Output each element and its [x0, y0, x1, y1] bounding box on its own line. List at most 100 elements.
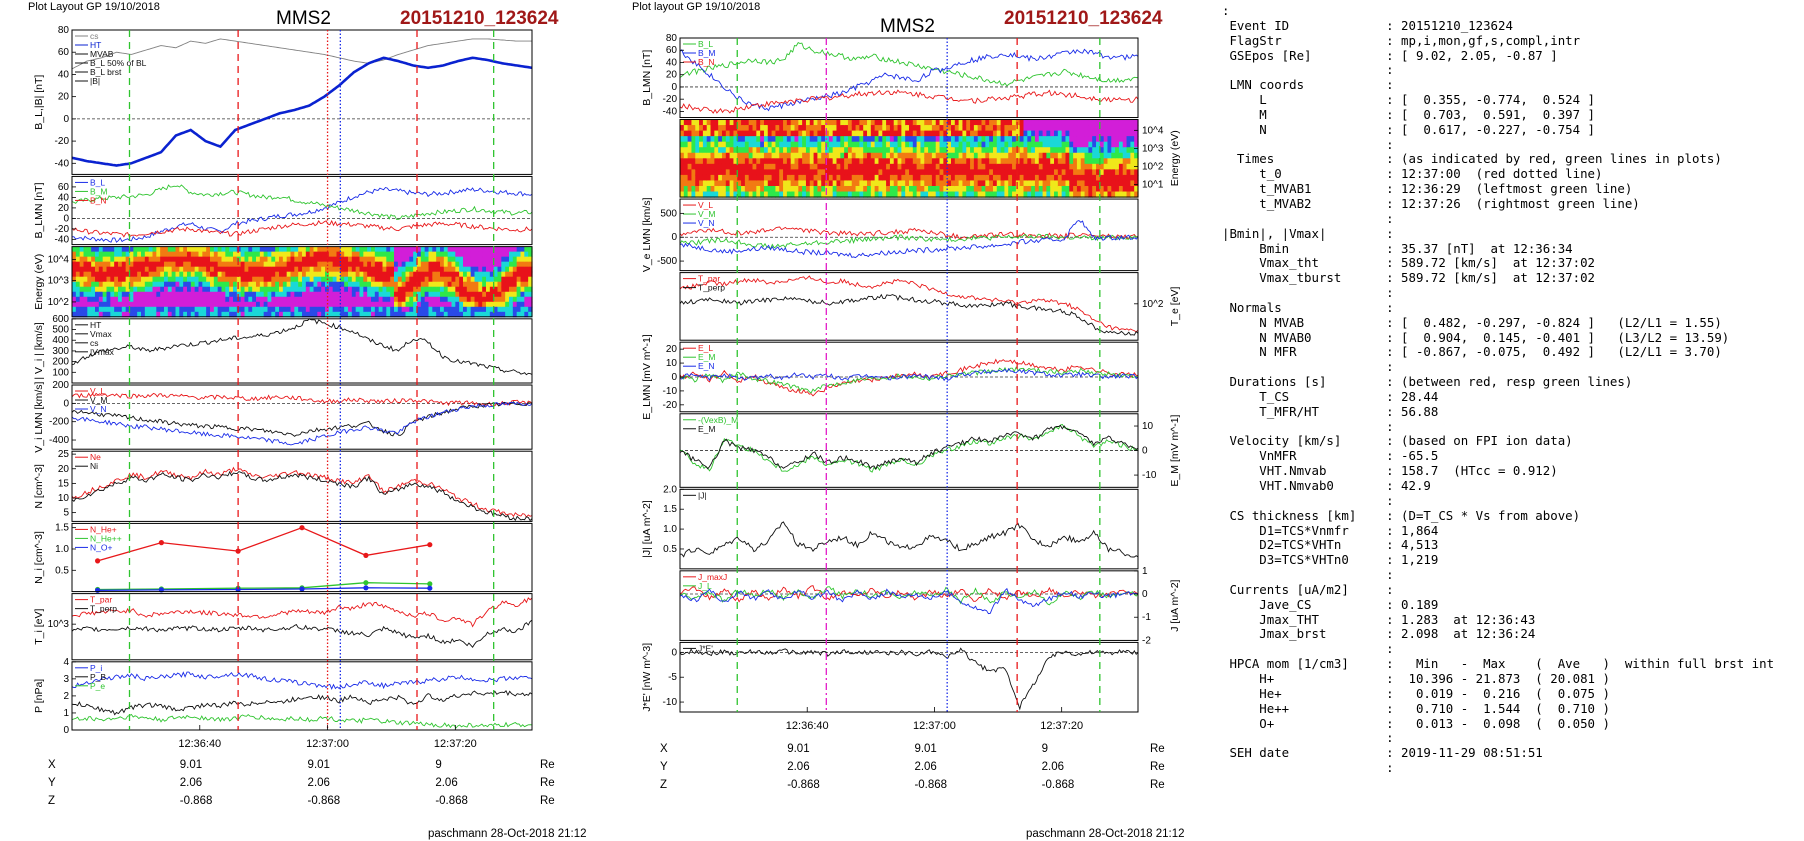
spectrogram-cell: [236, 271, 242, 278]
y-tick-label: 100: [52, 367, 69, 378]
spectrogram-cell: [240, 286, 246, 293]
spectrogram-cell: [374, 296, 380, 303]
spectrogram-cell: [102, 296, 108, 303]
spectrogram-cell: [171, 251, 177, 258]
spectrogram-cell: [428, 281, 433, 288]
spectrogram-cell: [217, 291, 223, 298]
spectrogram-cell: [98, 311, 104, 318]
spectrogram-cell: [851, 163, 857, 170]
legend-label: B_M: [90, 186, 107, 196]
spectrogram-cell: [718, 147, 723, 154]
spectrogram-cell: [771, 136, 777, 143]
spectrogram-cell: [179, 311, 184, 318]
spectrogram-cell: [382, 271, 387, 278]
spectrogram-cell: [91, 261, 96, 268]
info-line: N MVAB : [ 0.482, -0.297, -0.824 ] (L2/L…: [1222, 315, 1722, 330]
spectrogram-cell: [733, 180, 738, 187]
spectrogram-cell: [1000, 169, 1006, 176]
spectrogram-cell: [455, 276, 460, 283]
spectrogram-cell: [351, 306, 357, 313]
spectrogram-cell: [702, 119, 708, 126]
spectrogram-cell: [821, 130, 826, 137]
spectrogram-cell: [737, 147, 742, 154]
spectrogram-cell: [935, 158, 941, 165]
spectrogram-cell: [1122, 169, 1128, 176]
spectrogram-cell: [443, 256, 449, 263]
spectrogram-cell: [390, 276, 395, 283]
spectrogram-cell: [710, 136, 715, 143]
spectrogram-cell: [409, 291, 414, 298]
spectrogram-cell: [1019, 169, 1025, 176]
spectrogram-cell: [363, 276, 368, 283]
y-tick-label: 0: [671, 647, 677, 658]
spectrogram-cell: [1080, 136, 1086, 143]
spectrogram-cell: [91, 281, 96, 288]
spectrogram-cell: [405, 266, 410, 273]
spectrogram-cell: [225, 311, 230, 318]
spectrogram-cell: [363, 266, 368, 273]
spectrogram-cell: [893, 141, 899, 148]
spectrogram-cell: [802, 169, 807, 176]
spectrogram-cell: [794, 141, 799, 148]
spectrogram-cell: [282, 291, 288, 298]
spectrogram-cell: [710, 185, 715, 193]
spectrogram-cell: [1096, 180, 1101, 187]
spectrogram-cell: [909, 163, 914, 170]
spectrogram-cell: [451, 256, 456, 263]
spectrogram-cell: [443, 266, 449, 273]
spectrogram-cell: [958, 141, 964, 148]
spectrogram-cell: [1115, 152, 1120, 159]
spectrogram-cell: [110, 266, 115, 273]
spectrogram-cell: [363, 281, 368, 288]
spectrogram-cell: [489, 246, 495, 253]
spectrogram-cell: [763, 136, 769, 143]
y-tick-label: -500: [657, 256, 677, 267]
spectrogram-cell: [190, 246, 196, 253]
spectrogram-cell: [309, 281, 315, 288]
spectrogram-cell: [718, 180, 723, 187]
spectrogram-cell: [325, 256, 330, 263]
spectrogram-cell: [786, 169, 792, 176]
spectrogram-cell: [912, 180, 918, 187]
spectrogram-cell: [1076, 130, 1082, 137]
spectrogram-cell: [428, 301, 433, 308]
spectrogram-cell: [832, 125, 838, 132]
spectrogram-cell: [1034, 158, 1040, 165]
spectrogram-cell: [233, 301, 238, 308]
spectrogram-cell: [512, 256, 518, 263]
y-axis-label: T_i [eV]: [33, 609, 45, 645]
spectrogram-cell: [87, 296, 92, 303]
spectrogram-cell: [1019, 130, 1025, 137]
spectrogram-cell: [114, 306, 119, 313]
spectrogram-cell: [1038, 119, 1044, 126]
y-tick-label: 60: [666, 45, 678, 56]
spectrogram-cell: [240, 251, 246, 258]
spectrogram-cell: [928, 163, 933, 170]
y-tick-label: 10^3: [48, 619, 70, 630]
spectrogram-cell: [916, 141, 922, 148]
spectrogram-cell: [985, 158, 990, 165]
spectrogram-cell: [432, 266, 437, 273]
spectrogram-cell: [985, 174, 990, 182]
spectrogram-cell: [328, 266, 334, 273]
spectrogram-cell: [198, 261, 203, 268]
spectrogram-cell: [397, 281, 403, 288]
spectrogram-cell: [317, 266, 322, 273]
spectrogram-cell: [783, 136, 788, 143]
spectrogram-cell: [516, 276, 522, 283]
spectrogram-cell: [981, 163, 986, 170]
series-ne: [71, 466, 533, 518]
spectrogram-cell: [775, 130, 780, 137]
spectrogram-cell: [989, 136, 994, 143]
spectrogram-cell: [194, 261, 200, 268]
spectrogram-cell: [152, 296, 157, 303]
spectrogram-cell: [1031, 141, 1036, 148]
panel-frame: [71, 450, 533, 522]
spectrogram-cell: [455, 251, 460, 258]
y-tick-label: 0: [1142, 589, 1148, 600]
spectrogram-cell: [95, 311, 100, 318]
spectrogram-cell: [164, 271, 169, 278]
spectrogram-cell: [958, 163, 964, 170]
legend-label: T_par: [90, 595, 112, 605]
spectrogram-cell: [152, 281, 157, 288]
